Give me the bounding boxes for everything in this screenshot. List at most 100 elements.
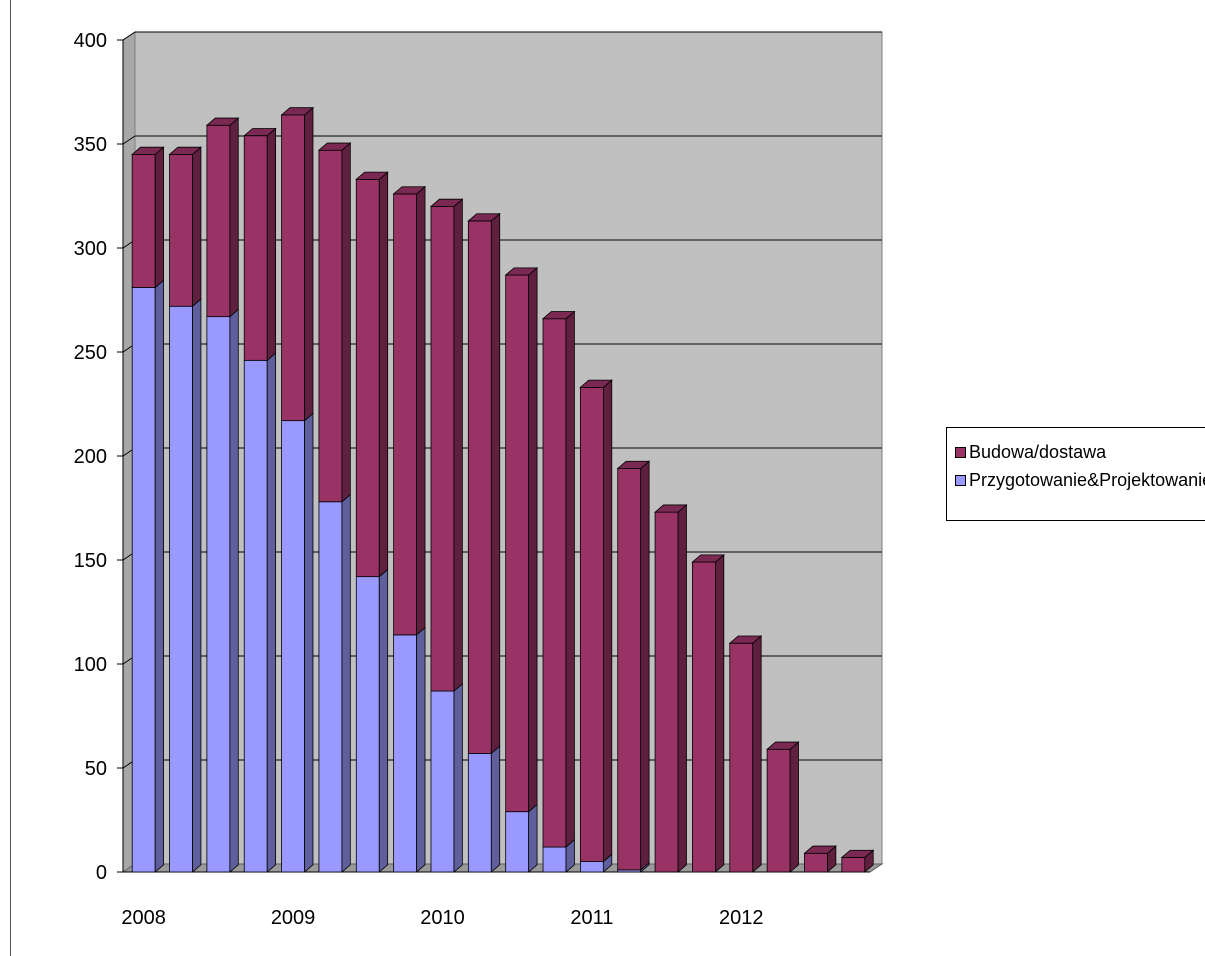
bar-przygotowanie-8: [430, 690, 455, 873]
bar-budowa-10: [505, 274, 530, 813]
bar-przygotowanie-9: [467, 753, 492, 873]
legend-item-budowa: Budowa/dostawa: [955, 442, 1106, 463]
bar-top-15: [691, 554, 725, 563]
bar-przygotowanie-7: [393, 634, 418, 873]
y-tick-label: 0: [96, 862, 107, 884]
legend-item-przygotowanie: Przygotowanie&Projektowanie: [955, 470, 1205, 491]
bar-side-budowa-11: [565, 310, 575, 848]
bar-przygotowanie-5: [318, 501, 343, 873]
y-tick-label: 150: [74, 550, 107, 572]
bar-budowa-5: [318, 149, 343, 503]
bar-budowa-11: [542, 318, 567, 848]
bar-side-przygotowanie-5: [341, 493, 351, 873]
bar-budowa-18: [804, 852, 828, 873]
bar-side-budowa-17: [789, 741, 799, 873]
bar-side-budowa-15: [715, 554, 725, 873]
x-tick-label: 2008: [121, 907, 166, 929]
bar-side-przygotowanie-4: [304, 412, 314, 873]
bar-top-3: [243, 128, 277, 137]
y-tick-label: 50: [85, 758, 107, 780]
bar-budowa-15: [692, 561, 716, 873]
bar-side-budowa-16: [752, 635, 762, 873]
legend-swatch-budowa: [955, 447, 966, 458]
bar-budowa-14: [654, 511, 679, 873]
bar-side-przygotowanie-7: [416, 626, 426, 873]
bar-budowa-16: [729, 642, 754, 873]
bar-przygotowanie-3: [243, 359, 268, 873]
legend-label-budowa: Budowa/dostawa: [969, 442, 1107, 462]
bar-budowa-13: [617, 468, 642, 871]
bar-przygotowanie-4: [281, 420, 305, 873]
bar-top-4: [280, 107, 315, 116]
bar-przygotowanie-12: [579, 861, 604, 873]
bar-top-5: [317, 142, 352, 151]
bar-budowa-8: [430, 205, 455, 692]
bar-side-przygotowanie-6: [378, 568, 389, 873]
bar-side-budowa-9: [490, 212, 501, 755]
y-tick-label: 250: [74, 342, 107, 364]
bar-budowa-3: [243, 135, 268, 361]
bar-side-budowa-4: [304, 106, 314, 422]
bar-top-19: [840, 849, 875, 858]
bar-side-budowa-2: [229, 117, 239, 318]
x-tick-label: 2010: [420, 907, 465, 929]
bar-side-przygotowanie-8: [453, 682, 463, 873]
bar-top-6: [355, 171, 389, 180]
bar-side-przygotowanie-3: [266, 352, 277, 873]
bar-side-budowa-3: [266, 127, 277, 362]
y-tick-label: 200: [74, 446, 107, 468]
bar-side-budowa-12: [602, 379, 613, 863]
y-tick-label: 100: [74, 654, 107, 676]
legend-label-przygotowanie: Przygotowanie&Projektowanie: [969, 470, 1205, 490]
bar-side-budowa-7: [416, 185, 426, 636]
bar-side-budowa-10: [528, 266, 538, 813]
bar-budowa-6: [355, 178, 380, 578]
bar-top-2: [205, 117, 240, 126]
x-tick-label: 2012: [719, 907, 764, 929]
bar-top-12: [579, 379, 613, 388]
bar-top-7: [392, 186, 427, 195]
y-tick-label: 400: [74, 30, 107, 52]
bar-przygotowanie-2: [206, 316, 231, 873]
bar-side-przygotowanie-2: [229, 308, 239, 873]
bar-budowa-19: [841, 857, 866, 873]
bar-side-przygotowanie-1: [192, 298, 202, 873]
bar-top-8: [429, 198, 464, 207]
bar-przygotowanie-6: [355, 576, 380, 873]
bar-top-13: [616, 460, 651, 469]
gridline-side: [122, 135, 136, 145]
bar-side-budowa-5: [341, 142, 351, 503]
x-tick-label: 2009: [271, 907, 316, 929]
bar-przygotowanie-11: [542, 846, 567, 873]
bar-top-18: [803, 845, 837, 854]
bar-side-budowa-14: [677, 504, 687, 873]
bar-top-10: [504, 267, 539, 276]
frame-border-line: [10, 0, 11, 956]
bar-top-9: [467, 213, 501, 222]
bar-top-11: [541, 311, 576, 320]
bar-side-budowa-6: [378, 171, 389, 578]
bar-side-przygotowanie-10: [528, 803, 538, 873]
y-tick-label: 350: [74, 134, 107, 156]
bar-side-budowa-13: [640, 460, 650, 871]
chart-legend: Budowa/dostawa Przygotowanie&Projektowan…: [946, 427, 1205, 521]
bar-top-16: [728, 635, 763, 644]
bar-top-17: [766, 741, 800, 750]
bar-side-budowa-1: [192, 146, 202, 308]
bar-budowa-4: [281, 114, 305, 422]
bar-budowa-0: [131, 153, 156, 288]
bar-side-budowa-8: [453, 198, 463, 692]
bar-przygotowanie-1: [169, 305, 193, 873]
bar-top-14: [653, 504, 688, 513]
bar-top-1: [168, 146, 203, 155]
gridline-side: [122, 31, 136, 41]
bar-budowa-1: [169, 153, 193, 307]
bar-przygotowanie-0: [131, 287, 156, 873]
bar-budowa-17: [766, 748, 791, 873]
bar-side-przygotowanie-0: [154, 279, 164, 873]
bar-side-przygotowanie-9: [490, 745, 501, 873]
bar-budowa-7: [393, 193, 418, 636]
bar-budowa-12: [579, 386, 604, 862]
bar-side-budowa-0: [154, 146, 164, 289]
